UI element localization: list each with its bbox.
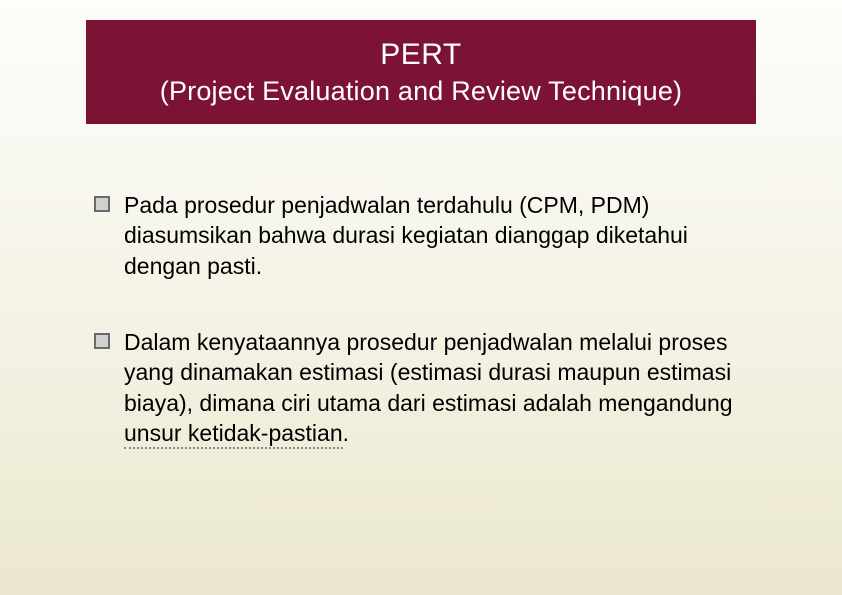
list-item: Pada prosedur penjadwalan terdahulu (CPM…: [94, 190, 754, 281]
bullet-text: Pada prosedur penjadwalan terdahulu (CPM…: [124, 190, 754, 281]
underlined-phrase: unsur ketidak-pastian: [124, 420, 343, 449]
square-bullet-icon: [94, 196, 110, 212]
square-bullet-icon: [94, 333, 110, 349]
bullet-text-segment: .: [343, 420, 349, 446]
slide-subtitle: (Project Evaluation and Review Technique…: [86, 76, 756, 107]
bullet-text-segment: Dalam kenyataannya prosedur penjadwalan …: [124, 329, 733, 416]
bullet-text: Dalam kenyataannya prosedur penjadwalan …: [124, 327, 754, 448]
slide-body: Pada prosedur penjadwalan terdahulu (CPM…: [94, 190, 754, 495]
title-box: PERT (Project Evaluation and Review Tech…: [86, 20, 756, 124]
list-item: Dalam kenyataannya prosedur penjadwalan …: [94, 327, 754, 448]
slide-title: PERT: [86, 38, 756, 72]
